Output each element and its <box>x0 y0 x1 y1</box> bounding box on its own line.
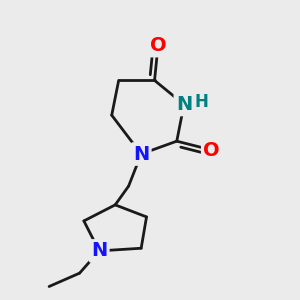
Text: O: O <box>203 140 220 160</box>
Text: N: N <box>133 145 149 164</box>
Text: O: O <box>150 36 166 55</box>
Text: N: N <box>91 242 107 260</box>
Text: N: N <box>176 95 192 114</box>
Text: H: H <box>194 93 208 111</box>
